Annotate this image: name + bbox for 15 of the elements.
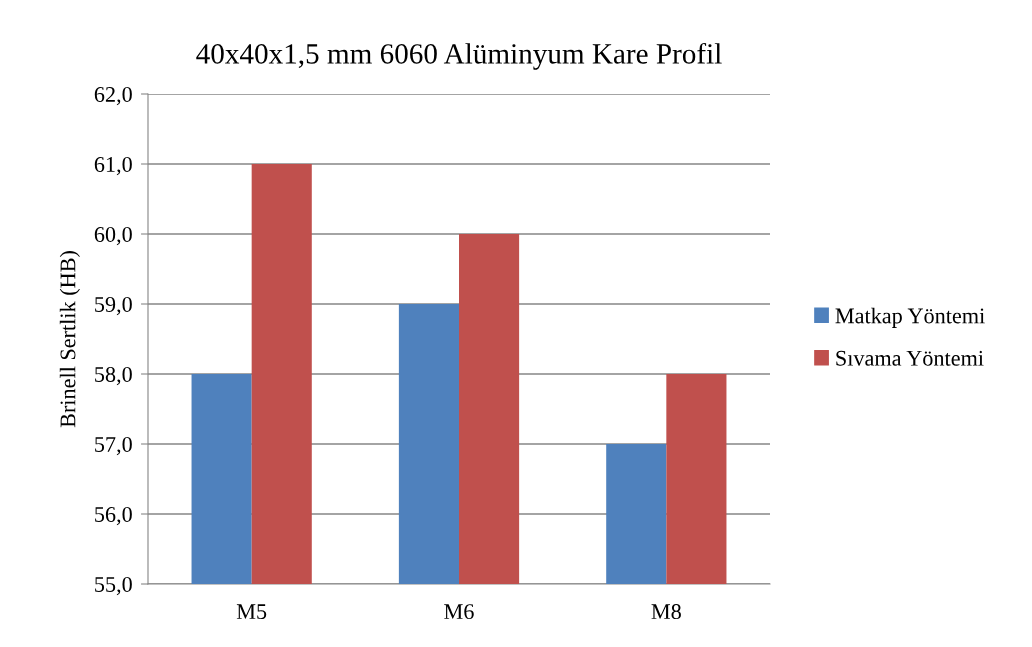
y-tick-label: 58,0 (95, 366, 132, 386)
y-tick-label: 61,0 (94, 156, 132, 176)
y-tick-label: 56,0 (95, 506, 132, 526)
x-tick-label: M6 (444, 604, 474, 620)
y-tick-label: 59,0 (95, 296, 132, 316)
y-tick-label: 57,0 (95, 436, 132, 456)
y-tick-label: 60,0 (94, 226, 132, 246)
y-tick-label: 62,0 (94, 86, 132, 106)
legend-label: Sıvama Yöntemi (836, 350, 984, 366)
y-tick-label: 55,0 (95, 576, 132, 596)
y-axis-title: Brinell Sertlik (HB) (59, 251, 80, 428)
x-tick-label: M8 (651, 604, 681, 620)
chart-title: 40x40x1,5 mm 6060 Alüminyum Kare Profil (196, 42, 722, 70)
legend-label: Matkap Yöntemi (835, 307, 985, 328)
x-tick-label: M5 (236, 604, 267, 620)
